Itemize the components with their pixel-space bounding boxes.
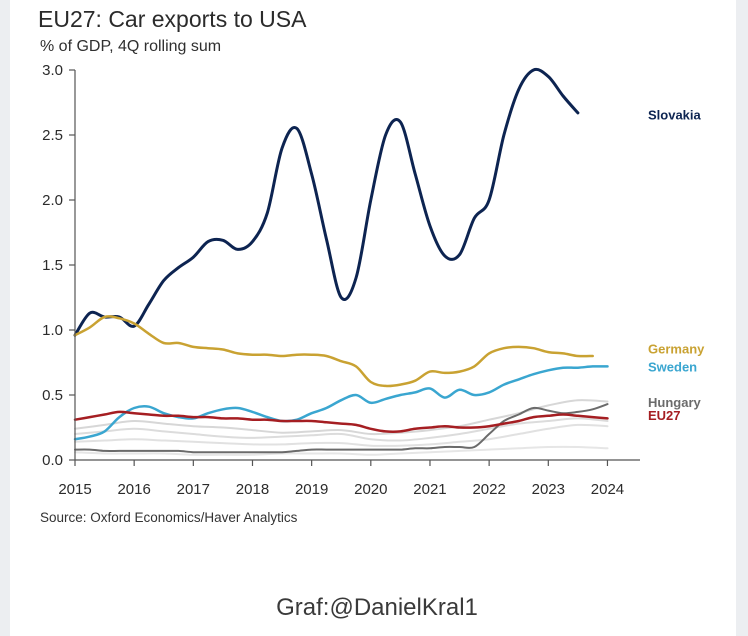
x-tick-label: 2023 xyxy=(532,481,565,498)
series-line-eu27 xyxy=(73,410,609,433)
x-tick-label: 2022 xyxy=(472,481,505,498)
x-tick-label: 2024 xyxy=(591,481,624,498)
series-label-eu27: EU27 xyxy=(648,408,681,423)
y-tick-label: 2.5 xyxy=(42,127,63,144)
source-note: Source: Oxford Economics/Haver Analytics xyxy=(40,510,298,525)
y-tick-label: 0.5 xyxy=(42,387,63,404)
y-tick-label: 2.0 xyxy=(42,192,63,209)
series-label-sweden: Sweden xyxy=(648,360,697,375)
x-tick-label: 2015 xyxy=(58,481,91,498)
chart-title: EU27: Car exports to USA xyxy=(38,6,307,32)
x-ticks-group: 2015 2016 2017 2018 2019 2020 2021 2022 2023 2024 xyxy=(58,460,624,498)
series-line-germany xyxy=(73,315,594,388)
y-tick-label: 1.0 xyxy=(42,322,63,339)
series-line-other-eu-member-3 xyxy=(74,423,609,447)
series-line-sweden xyxy=(73,365,609,441)
series-line-other-eu-member-1 xyxy=(74,399,609,436)
series-line-slovakia xyxy=(73,67,580,337)
highlighted-series-group xyxy=(73,67,609,454)
x-tick-label: 2020 xyxy=(354,481,387,498)
chart-subtitle: % of GDP, 4Q rolling sum xyxy=(40,38,222,55)
series-line-other-eu-member-2 xyxy=(74,417,609,442)
y-tick-label: 0.0 xyxy=(42,452,63,469)
series-line-other-eu-member-4 xyxy=(74,445,609,456)
x-tick-label: 2018 xyxy=(236,481,269,498)
y-tick-label: 3.0 xyxy=(42,62,63,79)
x-tick-label: 2021 xyxy=(413,481,446,498)
series-label-hungary: Hungary xyxy=(648,395,702,410)
series-line-hungary xyxy=(74,403,609,454)
axes-group xyxy=(74,70,640,461)
series-label-germany: Germany xyxy=(648,342,705,357)
author-credit: Graf:@DanielKral1 xyxy=(276,594,478,621)
x-tick-label: 2017 xyxy=(177,481,210,498)
x-tick-label: 2016 xyxy=(117,481,150,498)
y-ticks-group: 0.0 0.5 1.0 1.5 2.0 2.5 3.0 xyxy=(42,62,75,469)
x-tick-label: 2019 xyxy=(295,481,328,498)
background-series-group xyxy=(74,399,609,456)
y-tick-label: 1.5 xyxy=(42,257,63,274)
series-label-slovakia: Slovakia xyxy=(648,108,702,123)
